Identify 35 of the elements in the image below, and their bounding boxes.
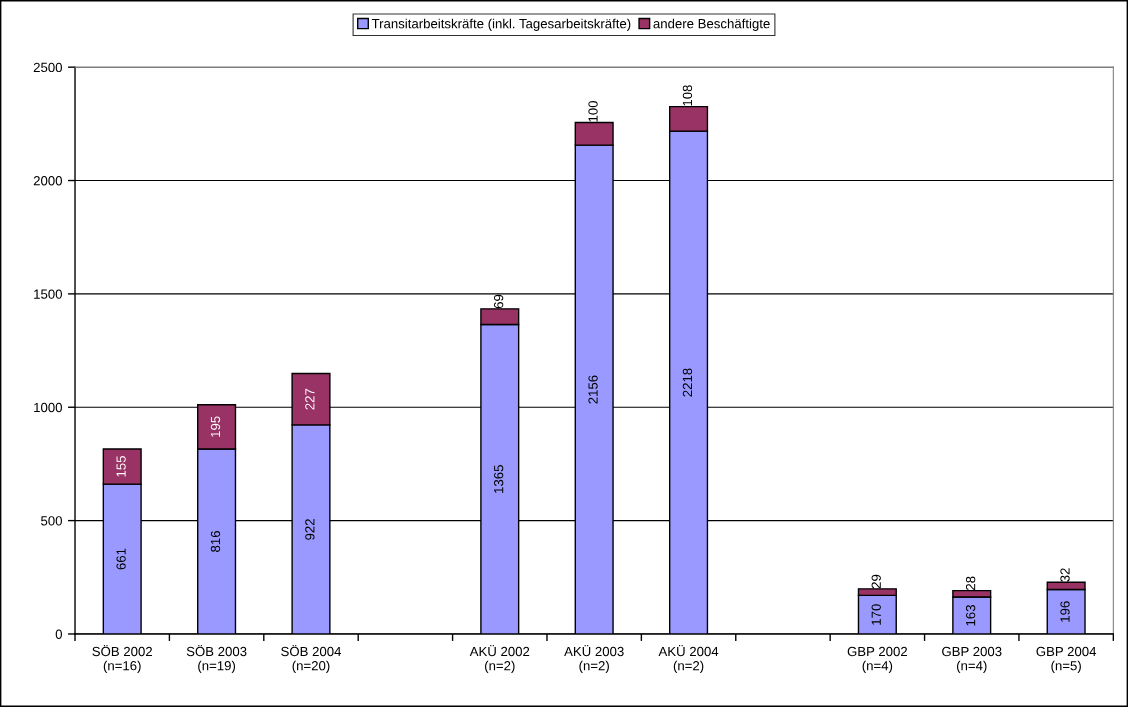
data-label: 32 — [1060, 568, 1070, 582]
y-tick-label: 1500 — [34, 289, 62, 299]
data-label: 170 — [871, 604, 881, 625]
data-label: 922 — [305, 519, 315, 540]
y-tick-label: 2000 — [33, 176, 62, 186]
x-tick-label: SÖB 2003 (n=19) — [186, 644, 247, 673]
data-label: 2156 — [588, 375, 598, 404]
data-label: 816 — [210, 531, 221, 552]
data-label: 227 — [305, 388, 315, 410]
y-tick-label: 2500 — [33, 62, 62, 73]
y-tick-label: 1000 — [34, 402, 62, 413]
data-label: 661 — [116, 548, 126, 570]
data-label: 29 — [871, 574, 881, 589]
x-tick-label: GBP 2003 (n=4) — [942, 646, 1002, 673]
x-tick-label: AKÜ 2002 (n=2) — [469, 644, 530, 673]
data-label: 163 — [965, 605, 976, 626]
x-tick-label: SÖB 2004 (n=20) — [281, 644, 342, 673]
data-label: 108 — [682, 85, 693, 106]
legend-label: Transitarbeitskräfte (inkl. Tagesarbeitskräfte) — [371, 18, 631, 31]
data-label: 100 — [588, 100, 598, 122]
data-label: 155 — [116, 456, 126, 477]
data-label: 28 — [965, 576, 976, 590]
y-tick-label: 500 — [41, 516, 62, 526]
data-label: 195 — [210, 416, 221, 437]
x-tick-label: AKÜ 2003 (n=2) — [564, 644, 624, 673]
y-tick-label: 0 — [55, 629, 62, 639]
data-label: 2218 — [682, 368, 693, 397]
data-label: 196 — [1060, 601, 1070, 622]
data-label: 1365 — [493, 465, 504, 493]
x-tick-label: GBP 2002 (n=4) — [847, 646, 908, 673]
x-tick-label: AKÜ 2004 (n=2) — [658, 644, 719, 673]
data-label: 69 — [493, 294, 504, 309]
x-tick-label: SÖB 2002 (n=16) — [92, 644, 152, 673]
legend-label: andere Beschäftigte — [653, 18, 770, 31]
x-tick-label: GBP 2004 (n=5) — [1036, 646, 1097, 673]
